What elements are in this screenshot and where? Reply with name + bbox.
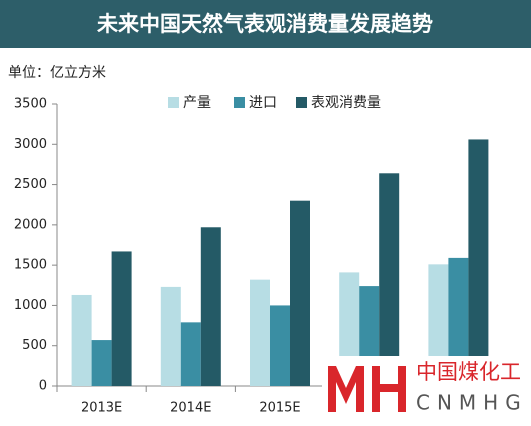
bar xyxy=(468,139,489,386)
y-tick-label: 0 xyxy=(39,379,47,394)
y-tick-label: 3500 xyxy=(14,97,47,112)
watermark: 中国煤化工 CNMHG xyxy=(322,356,531,422)
bar xyxy=(91,340,112,386)
bar xyxy=(250,279,270,386)
bar xyxy=(379,173,400,386)
legend-swatch xyxy=(296,97,307,108)
x-tick-label: 2014E xyxy=(170,401,211,416)
y-tick-label: 1500 xyxy=(14,258,47,273)
legend-label: 表观消费量 xyxy=(311,95,381,111)
bar xyxy=(448,257,469,386)
y-tick-label: 500 xyxy=(22,338,47,353)
bar xyxy=(160,286,181,386)
chart-title: 未来中国天然气表观消费量发展趋势 xyxy=(97,12,433,36)
x-tick-label: 2013E xyxy=(81,401,122,416)
bar xyxy=(200,227,221,386)
bar xyxy=(290,200,310,386)
title-banner xyxy=(0,0,531,48)
legend-swatch xyxy=(234,97,245,108)
y-tick-label: 1000 xyxy=(14,298,47,313)
bar xyxy=(180,322,201,386)
y-tick-label: 3000 xyxy=(14,137,47,152)
watermark-latin: CNMHG xyxy=(416,391,528,415)
bar xyxy=(71,294,92,386)
x-tick-label: 2015E xyxy=(259,401,300,416)
legend-label: 产量 xyxy=(183,95,211,111)
y-tick-label: 2500 xyxy=(14,177,47,192)
unit-label: 单位：亿立方米 xyxy=(8,65,106,81)
plot: 0 500 1000 1500 2000 2500 3000 3500 2013E 2014E 20… xyxy=(14,95,504,416)
watermark-name: 中国煤化工 xyxy=(416,360,521,384)
legend-swatch xyxy=(168,97,179,108)
bar xyxy=(270,305,290,386)
y-tick-label: 2000 xyxy=(14,217,47,232)
bar xyxy=(111,251,132,386)
bar xyxy=(428,264,449,386)
watermark-logo xyxy=(328,366,406,412)
legend-label: 进口 xyxy=(249,95,277,111)
